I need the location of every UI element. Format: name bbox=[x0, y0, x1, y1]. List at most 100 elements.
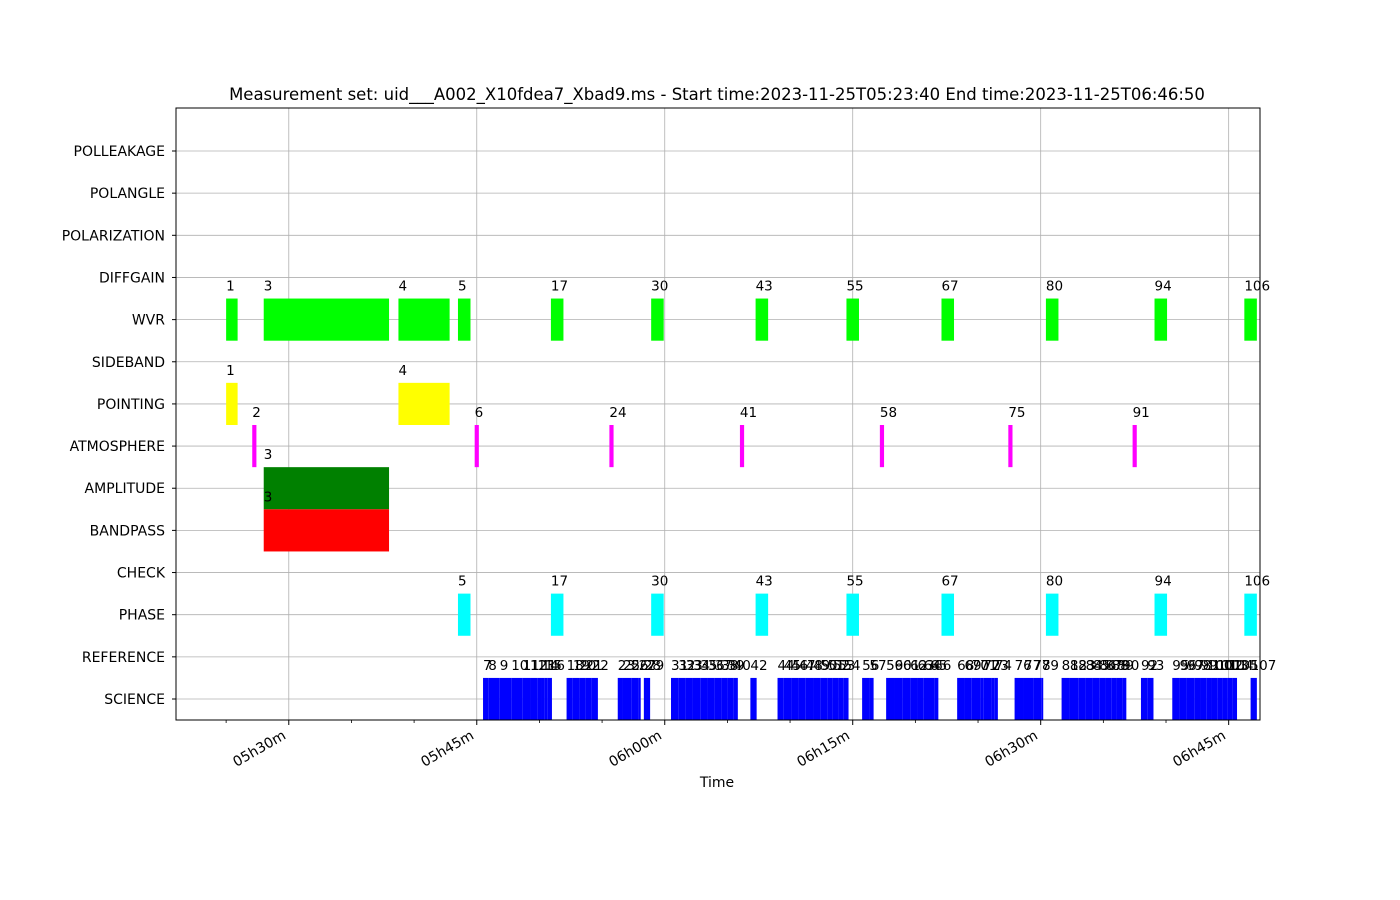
scan-bar-science bbox=[820, 677, 828, 721]
scan-bar-science bbox=[1186, 677, 1195, 721]
scan-label: 107 bbox=[1251, 658, 1277, 674]
scan-bar-science bbox=[591, 677, 598, 721]
scan-bar-atmosphere bbox=[1008, 425, 1013, 468]
bars-layer bbox=[226, 298, 1257, 721]
scan-bar-phase bbox=[651, 593, 664, 636]
scan-label: 36 bbox=[708, 658, 725, 674]
scan-bar-phase bbox=[1154, 593, 1168, 636]
scan-bar-science bbox=[638, 677, 641, 721]
scan-label: 94 bbox=[1155, 279, 1172, 295]
scan-label: 4 bbox=[398, 363, 407, 379]
scan-bar-wvr bbox=[457, 298, 471, 341]
scan-bar-phase bbox=[550, 593, 564, 636]
scan-bar-science bbox=[832, 677, 839, 721]
scan-label: 89 bbox=[1117, 658, 1134, 674]
scan-label: 66 bbox=[934, 658, 951, 674]
scan-label: 3 bbox=[264, 279, 273, 295]
scan-label: 19 bbox=[573, 658, 590, 674]
scan-bar-science bbox=[643, 677, 647, 721]
scan-bar-science bbox=[566, 677, 573, 721]
y-tick-label: DIFFGAIN bbox=[99, 270, 165, 286]
scan-label: 67 bbox=[941, 279, 958, 295]
scan-bar-science bbox=[798, 677, 806, 721]
scan-bar-wvr bbox=[651, 298, 664, 341]
scan-bar-wvr bbox=[1154, 298, 1168, 341]
scan-label: 21 bbox=[585, 658, 602, 674]
scan-label: 67 bbox=[941, 574, 958, 590]
scan-bar-bandpass bbox=[263, 509, 390, 552]
scan-label: 17 bbox=[551, 279, 568, 295]
scan-bar-wvr bbox=[226, 298, 238, 341]
scan-label: 8 bbox=[488, 658, 497, 674]
scan-bar-science bbox=[678, 677, 686, 721]
scan-bar-science bbox=[1222, 677, 1228, 721]
scan-label: 1 bbox=[226, 363, 235, 379]
scan-bar-wvr bbox=[1244, 298, 1257, 341]
y-axis: SCIENCE REFERENCE PHASE CHECK BANDPASS AMPLIT… bbox=[62, 144, 176, 708]
scan-bar-science bbox=[700, 677, 708, 721]
scan-label: 82 bbox=[1070, 658, 1087, 674]
scan-label: 60 bbox=[894, 658, 911, 674]
scan-bar-pointing bbox=[226, 382, 238, 425]
scan-bar-science bbox=[1200, 677, 1207, 721]
scan-bar-science bbox=[983, 677, 992, 721]
scan-label: 32 bbox=[678, 658, 695, 674]
scan-label: 51 bbox=[828, 658, 845, 674]
scan-label: 48 bbox=[806, 658, 823, 674]
scan-label: 73 bbox=[992, 658, 1009, 674]
scan-label: 5 bbox=[458, 574, 467, 590]
scan-bar-science bbox=[547, 677, 552, 721]
y-tick-label: ATMOSPHERE bbox=[70, 439, 165, 455]
scan-label: 101 bbox=[1212, 658, 1238, 674]
scan-bar-science bbox=[902, 677, 911, 721]
scan-label: 29 bbox=[647, 658, 664, 674]
scan-bar-science bbox=[1179, 677, 1187, 721]
scan-bar-science bbox=[980, 677, 984, 721]
scan-label: 28 bbox=[644, 658, 661, 674]
scan-label: 80 bbox=[1046, 574, 1063, 590]
scan-label: 94 bbox=[1155, 574, 1172, 590]
scan-bar-science bbox=[886, 677, 895, 721]
scan-label: 102 bbox=[1217, 658, 1243, 674]
scan-label: 4 bbox=[398, 279, 407, 295]
y-tick-label: AMPLITUDE bbox=[85, 481, 165, 497]
scan-label: 85 bbox=[1093, 658, 1110, 674]
x-axis-label: Time bbox=[699, 775, 734, 791]
scan-label: 42 bbox=[750, 658, 767, 674]
scan-label: 55 bbox=[846, 279, 863, 295]
scan-bar-wvr bbox=[550, 298, 564, 341]
scan-bar-wvr bbox=[755, 298, 769, 341]
y-tick-label: PHASE bbox=[119, 608, 165, 624]
scan-label: 27 bbox=[639, 658, 656, 674]
scan-label: 22 bbox=[592, 658, 609, 674]
scan-bar-pointing bbox=[398, 382, 450, 425]
scan-bar-science bbox=[522, 677, 531, 721]
scan-bar-science bbox=[714, 677, 722, 721]
scan-label: 86 bbox=[1099, 658, 1116, 674]
scan-bar-science bbox=[1111, 677, 1117, 721]
scan-bar-phase bbox=[941, 593, 955, 636]
scan-bar-science bbox=[692, 677, 701, 721]
scan-bar-science bbox=[1140, 677, 1148, 721]
scan-label: 30 bbox=[651, 279, 668, 295]
scan-bar-science bbox=[827, 677, 833, 721]
scan-bar-science bbox=[910, 677, 918, 721]
scan-bar-science bbox=[579, 677, 586, 721]
scan-bar-science bbox=[541, 677, 545, 721]
scan-bar-science bbox=[707, 677, 715, 721]
scan-bar-science bbox=[783, 677, 792, 721]
scan-label: 74 bbox=[995, 658, 1012, 674]
scan-bar-science bbox=[1147, 677, 1154, 721]
scan-bar-science bbox=[1085, 677, 1093, 721]
scan-bar-wvr bbox=[1045, 298, 1059, 341]
scan-label: 54 bbox=[843, 658, 860, 674]
scan-label: 97 bbox=[1187, 658, 1204, 674]
scan-label: 40 bbox=[734, 658, 751, 674]
scan-label: 30 bbox=[651, 574, 668, 590]
scan-label: 68 bbox=[957, 658, 974, 674]
scan-label: 50 bbox=[820, 658, 837, 674]
scan-label: 59 bbox=[886, 658, 903, 674]
scan-bar-science bbox=[646, 677, 651, 721]
scan-label: 99 bbox=[1200, 658, 1217, 674]
